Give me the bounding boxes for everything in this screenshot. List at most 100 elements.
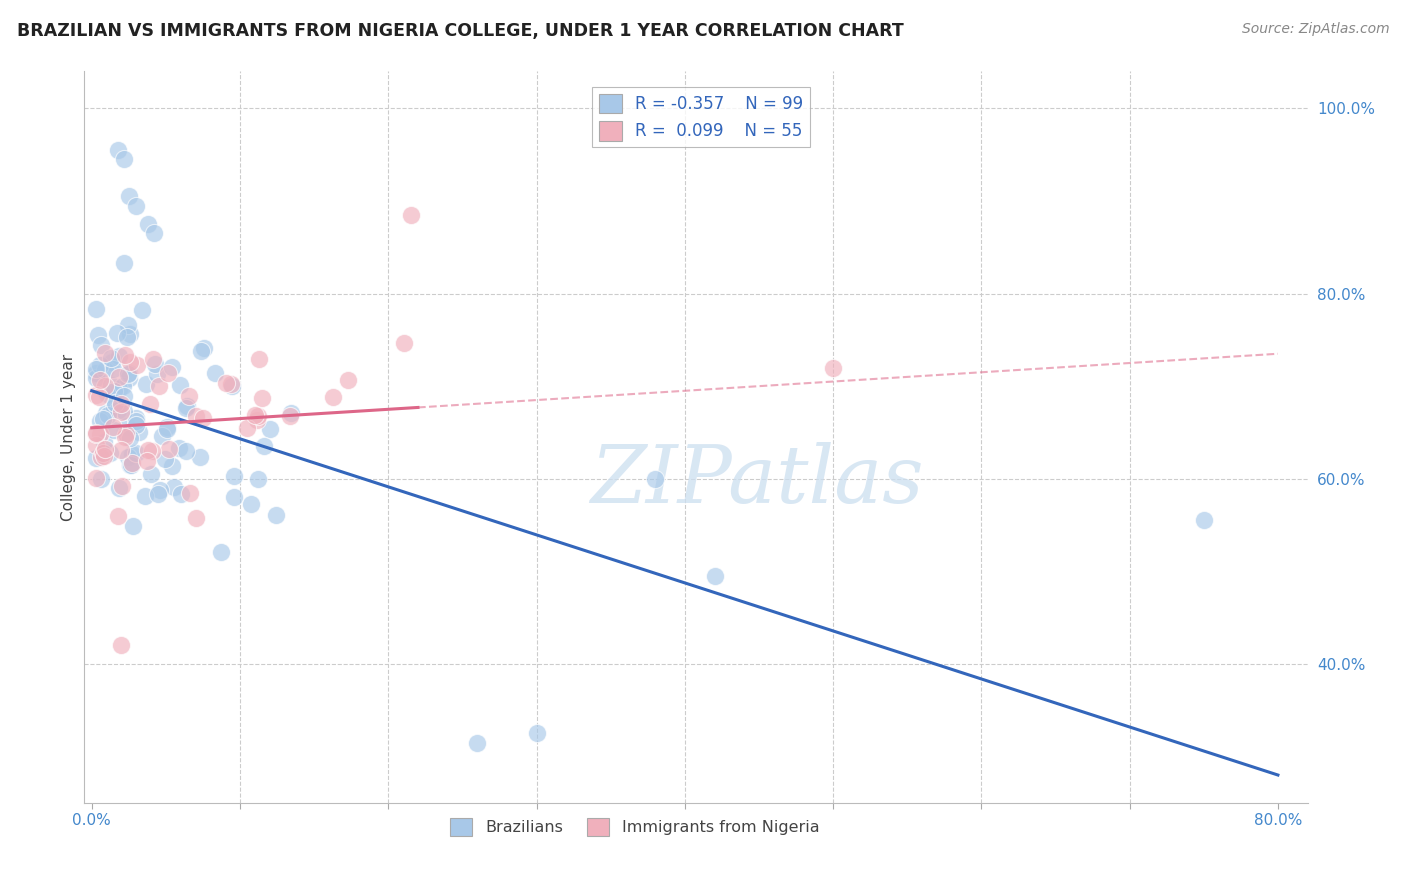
Point: [110, 397, 132, 411]
Point: [149, 483, 172, 497]
Point: [322, 390, 344, 404]
Point: [193, 410, 215, 425]
Point: [209, 545, 232, 559]
Point: [94, 406, 117, 420]
Point: [103, 423, 125, 437]
Point: [167, 441, 190, 455]
Text: ZIPatlas: ZIPatlas: [591, 442, 924, 520]
Y-axis label: College, Under 1 year: College, Under 1 year: [60, 353, 76, 521]
Point: [188, 450, 211, 464]
Point: [120, 431, 142, 445]
Point: [96, 387, 118, 401]
Point: [153, 452, 176, 467]
Point: [156, 422, 179, 436]
Point: [204, 366, 226, 380]
Point: [184, 409, 207, 424]
Point: [157, 367, 180, 381]
Point: [93, 449, 115, 463]
Point: [526, 726, 548, 740]
Point: [84, 371, 107, 385]
Point: [157, 442, 180, 457]
Point: [108, 481, 131, 495]
Point: [115, 329, 138, 343]
Point: [100, 377, 122, 392]
Point: [278, 409, 301, 423]
Point: [91, 412, 114, 426]
Point: [221, 378, 243, 392]
Point: [141, 467, 163, 481]
Point: [392, 335, 415, 350]
Point: [101, 420, 124, 434]
Point: [336, 373, 359, 387]
Point: [163, 480, 186, 494]
Point: [127, 359, 149, 373]
Point: [399, 208, 422, 222]
Point: [107, 509, 129, 524]
Text: BRAZILIAN VS IMMIGRANTS FROM NIGERIA COLLEGE, UNDER 1 YEAR CORRELATION CHART: BRAZILIAN VS IMMIGRANTS FROM NIGERIA COL…: [17, 22, 904, 40]
Point: [94, 442, 117, 456]
Point: [98, 446, 121, 460]
Point: [239, 497, 262, 511]
Point: [97, 408, 120, 422]
Point: [114, 425, 136, 440]
Point: [117, 368, 139, 382]
Point: [90, 472, 112, 486]
Point: [125, 199, 148, 213]
Point: [152, 429, 174, 443]
Point: [184, 511, 207, 525]
Point: [84, 425, 107, 440]
Point: [135, 376, 157, 391]
Point: [118, 189, 141, 203]
Point: [128, 425, 150, 440]
Point: [112, 379, 135, 393]
Point: [122, 519, 145, 533]
Point: [214, 376, 236, 390]
Point: [118, 458, 141, 472]
Point: [93, 378, 115, 392]
Point: [823, 360, 845, 375]
Point: [136, 442, 159, 457]
Point: [124, 446, 146, 460]
Point: [141, 443, 163, 458]
Text: Source: ZipAtlas.com: Source: ZipAtlas.com: [1241, 22, 1389, 37]
Point: [120, 355, 142, 369]
Point: [103, 400, 125, 414]
Point: [259, 422, 281, 436]
Point: [224, 490, 246, 504]
Point: [94, 363, 117, 377]
Point: [89, 338, 111, 352]
Point: [89, 358, 111, 372]
Point: [105, 326, 128, 341]
Point: [125, 418, 148, 433]
Point: [112, 153, 135, 167]
Point: [89, 413, 111, 427]
Point: [107, 143, 129, 157]
Point: [84, 438, 107, 452]
Point: [117, 450, 139, 464]
Point: [125, 411, 148, 425]
Point: [84, 302, 107, 317]
Point: [117, 419, 139, 434]
Point: [1192, 513, 1215, 527]
Point: [148, 379, 170, 393]
Point: [117, 318, 139, 332]
Point: [84, 388, 107, 402]
Point: [110, 404, 132, 418]
Point: [131, 302, 153, 317]
Point: [114, 430, 136, 444]
Point: [136, 217, 159, 231]
Point: [108, 369, 131, 384]
Point: [142, 352, 165, 367]
Point: [644, 472, 666, 486]
Point: [120, 458, 142, 472]
Point: [90, 450, 112, 465]
Point: [93, 435, 115, 450]
Point: [118, 371, 141, 385]
Point: [179, 486, 201, 500]
Point: [108, 382, 131, 396]
Point: [222, 469, 245, 483]
Point: [160, 458, 183, 473]
Point: [190, 344, 212, 359]
Point: [160, 359, 183, 374]
Point: [120, 327, 142, 342]
